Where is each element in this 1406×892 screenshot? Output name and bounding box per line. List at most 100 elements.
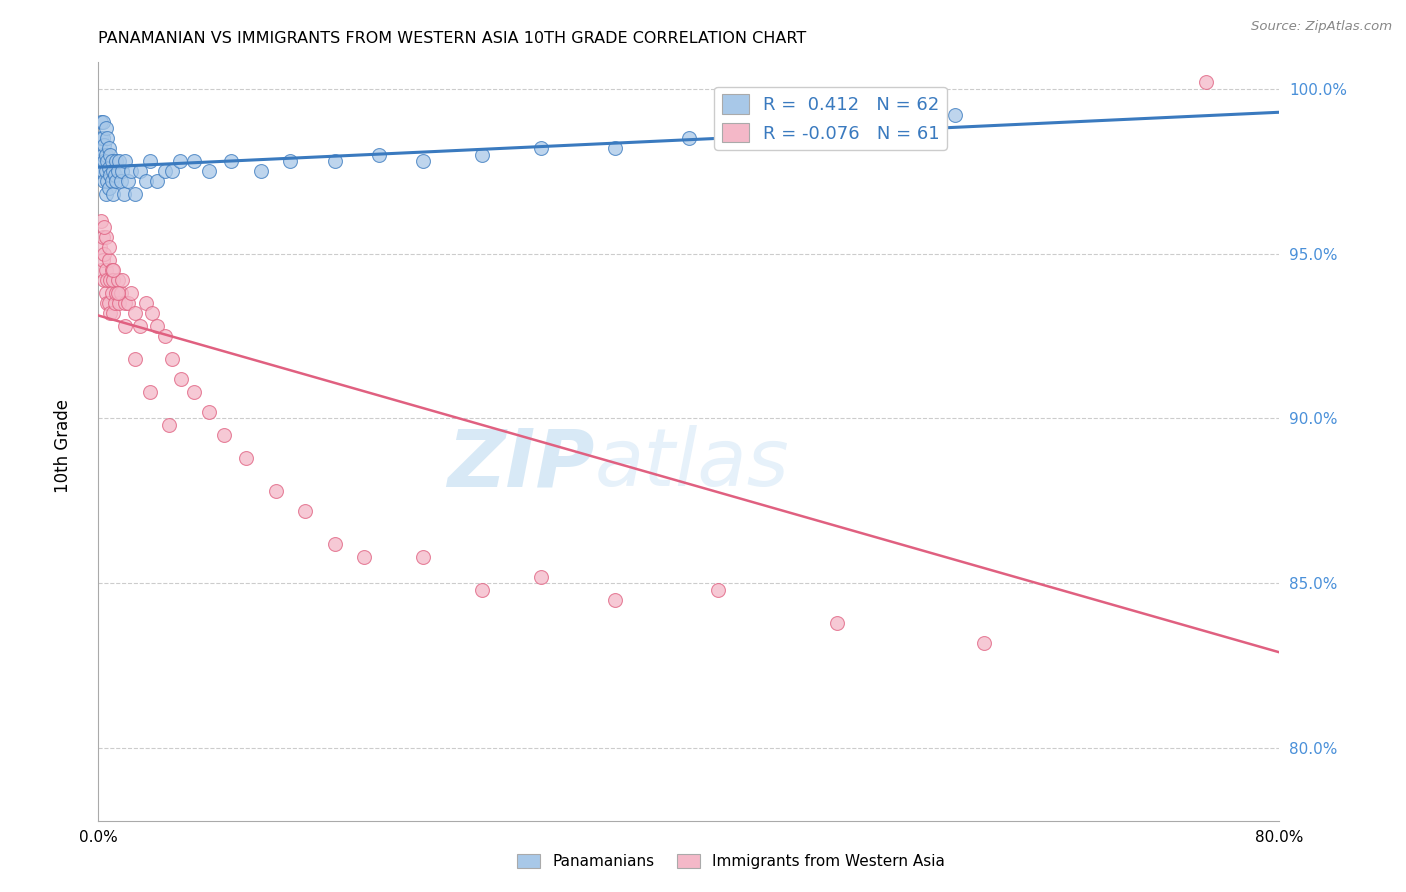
- Point: [110, 286, 132, 301]
- Point: [855, 121, 877, 136]
- Point: [100, 263, 122, 277]
- Point: [198, 405, 221, 419]
- Point: [162, 164, 183, 178]
- Point: [90, 115, 112, 129]
- Point: [108, 154, 131, 169]
- Point: [530, 570, 553, 584]
- Point: [91, 147, 114, 161]
- Point: [471, 582, 494, 597]
- Text: ZIP: ZIP: [447, 425, 595, 503]
- Point: [221, 154, 243, 169]
- Point: [91, 230, 114, 244]
- Point: [183, 385, 205, 400]
- Point: [94, 230, 117, 244]
- Point: [250, 164, 273, 178]
- Point: [96, 273, 118, 287]
- Point: [368, 147, 391, 161]
- Point: [141, 306, 163, 320]
- Point: [93, 273, 115, 287]
- Point: [353, 549, 375, 564]
- Point: [153, 329, 176, 343]
- Point: [146, 319, 169, 334]
- Point: [90, 131, 112, 145]
- Point: [212, 428, 235, 442]
- Point: [103, 164, 125, 178]
- Point: [103, 263, 125, 277]
- Point: [153, 164, 176, 178]
- Point: [139, 154, 162, 169]
- Point: [198, 164, 221, 178]
- Point: [90, 263, 112, 277]
- Point: [91, 253, 114, 268]
- Point: [124, 306, 146, 320]
- Point: [412, 154, 434, 169]
- Point: [323, 154, 346, 169]
- Point: [97, 253, 120, 268]
- Point: [100, 174, 122, 188]
- Point: [294, 504, 316, 518]
- Point: [89, 240, 111, 254]
- Point: [94, 121, 117, 136]
- Point: [111, 164, 134, 178]
- Point: [124, 352, 146, 367]
- Text: PANAMANIAN VS IMMIGRANTS FROM WESTERN ASIA 10TH GRADE CORRELATION CHART: PANAMANIAN VS IMMIGRANTS FROM WESTERN AS…: [98, 31, 807, 46]
- Point: [128, 164, 150, 178]
- Point: [825, 615, 848, 630]
- Point: [323, 537, 346, 551]
- Text: atlas: atlas: [595, 425, 789, 503]
- Point: [91, 164, 114, 178]
- Point: [943, 108, 966, 122]
- Point: [93, 246, 115, 260]
- Point: [114, 296, 136, 310]
- Point: [96, 131, 118, 145]
- Point: [94, 147, 117, 161]
- Point: [235, 450, 257, 465]
- Point: [107, 286, 129, 301]
- Point: [103, 306, 125, 320]
- Text: Source: ZipAtlas.com: Source: ZipAtlas.com: [1251, 20, 1392, 33]
- Point: [114, 154, 136, 169]
- Point: [97, 180, 120, 194]
- Point: [678, 131, 700, 145]
- Point: [170, 372, 193, 386]
- Point: [90, 154, 112, 169]
- Point: [96, 154, 118, 169]
- Point: [93, 137, 115, 152]
- Point: [93, 220, 115, 235]
- Point: [90, 213, 112, 227]
- Point: [471, 147, 494, 161]
- Legend: Panamanians, Immigrants from Western Asia: Panamanians, Immigrants from Western Asi…: [510, 847, 952, 875]
- Point: [97, 296, 120, 310]
- Point: [107, 164, 129, 178]
- Point: [135, 296, 157, 310]
- Point: [139, 385, 162, 400]
- Point: [111, 273, 134, 287]
- Point: [96, 174, 118, 188]
- Point: [412, 549, 434, 564]
- Point: [100, 154, 122, 169]
- Point: [264, 483, 287, 498]
- Point: [605, 592, 627, 607]
- Point: [183, 154, 205, 169]
- Point: [103, 187, 125, 202]
- Point: [114, 319, 136, 334]
- Point: [766, 121, 789, 136]
- Point: [89, 141, 111, 155]
- Point: [105, 154, 128, 169]
- Point: [104, 168, 127, 182]
- Point: [128, 319, 150, 334]
- Point: [120, 286, 142, 301]
- Point: [146, 174, 169, 188]
- Point: [105, 286, 128, 301]
- Point: [169, 154, 191, 169]
- Point: [103, 273, 125, 287]
- Point: [94, 263, 117, 277]
- Point: [98, 306, 121, 320]
- Point: [707, 582, 730, 597]
- Legend: R =  0.412   N = 62, R = -0.076   N = 61: R = 0.412 N = 62, R = -0.076 N = 61: [714, 87, 948, 150]
- Point: [605, 141, 627, 155]
- Point: [97, 240, 120, 254]
- Point: [93, 154, 115, 169]
- Point: [104, 296, 127, 310]
- Text: 10th Grade: 10th Grade: [55, 399, 72, 493]
